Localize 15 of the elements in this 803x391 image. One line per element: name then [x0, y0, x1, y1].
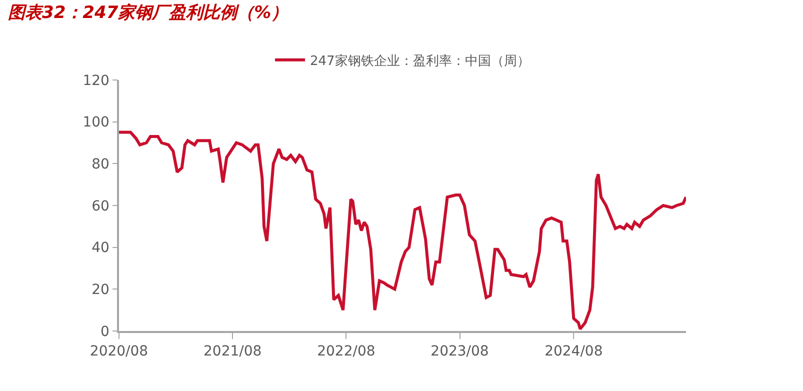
x-tick-label: 2024/08	[544, 344, 603, 360]
y-tick-label: 100	[82, 114, 110, 131]
chart-title: 图表32：247家钢厂盈利比例（%）	[8, 2, 288, 23]
legend-label: 247家钢铁企业：盈利率：中国（周）	[310, 53, 530, 69]
y-tick-label: 120	[82, 72, 110, 89]
x-tick-label: 2020/08	[90, 344, 148, 360]
line-series	[119, 130, 686, 330]
y-tick-label: 80	[92, 156, 110, 173]
y-tick-label: 0	[100, 324, 110, 340]
x-tick-label: 2022/08	[317, 344, 376, 360]
y-tick-label: 60	[92, 198, 110, 214]
y-tick-label: 20	[92, 282, 110, 298]
x-tick-label: 2023/08	[430, 344, 489, 360]
x-tick-label: 2021/08	[204, 344, 262, 360]
y-tick-label: 40	[92, 240, 110, 256]
